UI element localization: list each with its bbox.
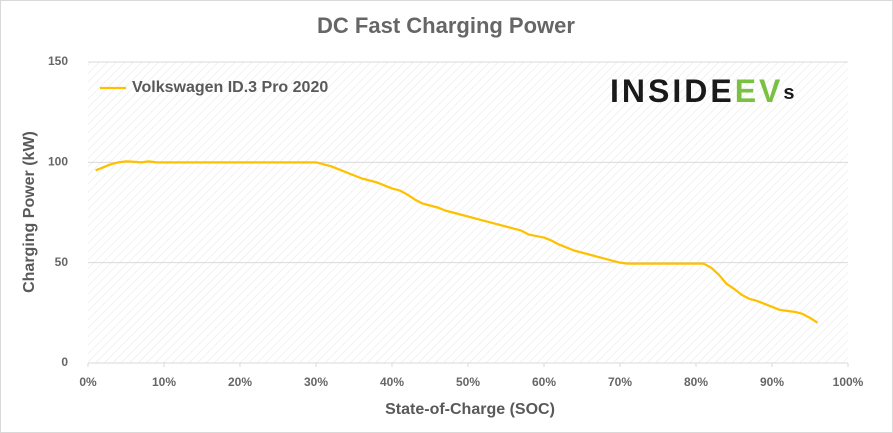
legend-label: Volkswagen ID.3 Pro 2020 <box>132 79 328 96</box>
plot-area <box>88 62 848 363</box>
x-tick-label: 40% <box>380 375 404 389</box>
x-tick-label: 90% <box>760 375 784 389</box>
y-tick-label: 150 <box>48 54 68 68</box>
logo-main: INSIDE <box>610 73 735 109</box>
x-tick-label: 30% <box>304 375 328 389</box>
logo: INSIDEEVs <box>610 73 798 109</box>
logo-tail: s <box>783 82 797 104</box>
x-axis-label: State-of-Charge (SOC) <box>385 401 555 418</box>
x-tick-label: 60% <box>532 375 556 389</box>
logo-accent: EV <box>735 73 784 109</box>
x-tick-label: 10% <box>152 375 176 389</box>
y-tick-label: 0 <box>61 355 68 369</box>
x-tick-label: 100% <box>833 375 864 389</box>
x-tick-label: 50% <box>456 375 480 389</box>
x-tick-label: 0% <box>79 375 97 389</box>
x-tick-label: 20% <box>228 375 252 389</box>
data-line <box>95 160 819 324</box>
y-tick-label: 100 <box>48 155 68 169</box>
x-tick-label: 70% <box>608 375 632 389</box>
y-axis-label: Charging Power (kW) <box>21 131 38 293</box>
y-tick-label: 50 <box>55 255 69 269</box>
chart-title: DC Fast Charging Power <box>317 13 575 38</box>
x-tick-label: 80% <box>684 375 708 389</box>
